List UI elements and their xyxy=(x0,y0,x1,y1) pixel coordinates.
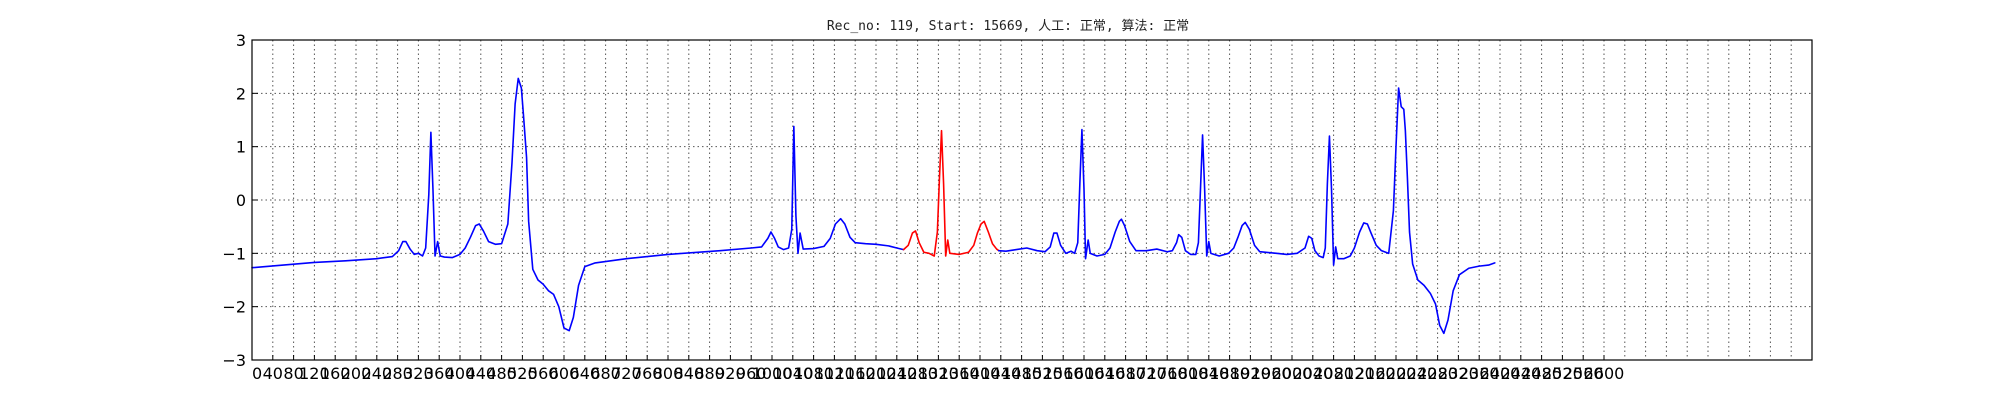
ecg-series-line-3 xyxy=(999,88,1495,333)
x-tick-label: 0 xyxy=(252,364,262,383)
ecg-series-line-1 xyxy=(252,78,904,330)
axes: 0 40 8012016020024028032036040044048052056… xyxy=(222,31,1624,383)
x-tick-label: 40 xyxy=(263,364,283,383)
y-tick-label: −3 xyxy=(222,351,246,370)
y-tick-label: 0 xyxy=(236,191,246,210)
y-tick-label: 2 xyxy=(236,84,246,103)
chart-title: Rec_no: 119, Start: 15669, 人工: 正常, 算法: 正… xyxy=(827,19,1189,34)
y-tick-label: −2 xyxy=(222,298,246,317)
y-tick-label: 1 xyxy=(236,138,246,157)
grid-lines xyxy=(252,40,1812,360)
x-tick-label: 2600 xyxy=(1584,364,1625,383)
y-tick-label: −1 xyxy=(222,244,246,263)
y-tick-label: 3 xyxy=(236,31,246,50)
ecg-series xyxy=(252,78,1495,333)
